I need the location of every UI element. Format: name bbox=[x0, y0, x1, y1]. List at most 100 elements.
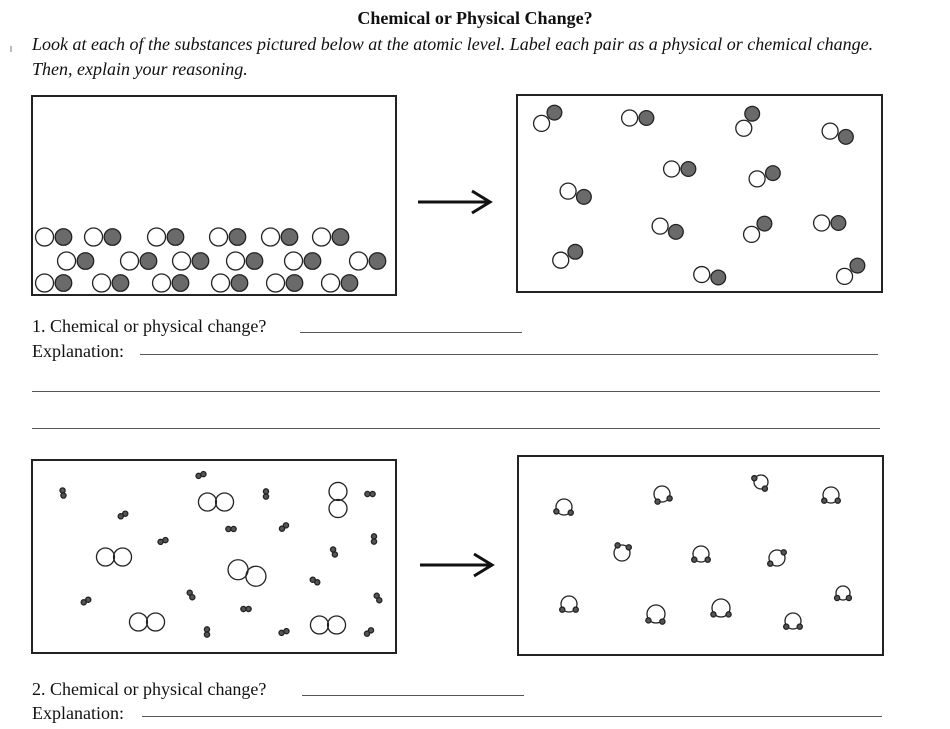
pair2-before-molecules bbox=[59, 470, 383, 638]
small-atom bbox=[751, 474, 758, 482]
margin-mark bbox=[10, 46, 12, 52]
pair2-before-box bbox=[31, 459, 397, 654]
white-atom bbox=[320, 273, 341, 293]
question1-explanation-line-1[interactable] bbox=[140, 354, 878, 355]
small-atom bbox=[645, 617, 652, 624]
white-atom bbox=[748, 170, 766, 188]
small-atom bbox=[767, 560, 774, 567]
white-atom bbox=[835, 267, 854, 286]
white-atom bbox=[328, 498, 348, 519]
white-atom bbox=[328, 481, 348, 502]
small-atom bbox=[614, 542, 621, 549]
pair1-after-molecules bbox=[532, 104, 866, 286]
white-atom bbox=[208, 227, 229, 247]
white-atom bbox=[711, 598, 731, 618]
worksheet-title: Chemical or Physical Change? bbox=[357, 8, 593, 28]
white-atom bbox=[227, 559, 249, 581]
white-atom bbox=[753, 474, 769, 490]
small-atom bbox=[162, 536, 169, 544]
dark-atom bbox=[830, 214, 847, 232]
small-atom bbox=[240, 605, 247, 613]
small-atom bbox=[796, 623, 803, 630]
white-atom bbox=[311, 227, 332, 247]
white-atom bbox=[214, 492, 235, 512]
white-atom bbox=[34, 273, 55, 293]
small-atom bbox=[783, 623, 790, 630]
small-atom bbox=[691, 556, 698, 563]
dark-atom bbox=[230, 274, 249, 292]
pair1-after-box bbox=[516, 94, 883, 293]
dark-atom bbox=[667, 223, 684, 240]
question1-answer-line[interactable] bbox=[300, 332, 522, 333]
small-atom bbox=[230, 525, 237, 533]
small-atom bbox=[834, 497, 841, 504]
white-atom bbox=[145, 612, 166, 632]
small-atom bbox=[725, 611, 732, 618]
small-atom bbox=[659, 618, 666, 625]
small-atom bbox=[367, 627, 375, 634]
dark-atom bbox=[303, 252, 322, 270]
small-atom bbox=[370, 533, 378, 540]
small-atom bbox=[821, 497, 828, 504]
small-atom bbox=[262, 488, 270, 495]
dark-atom bbox=[567, 243, 584, 260]
small-atom bbox=[376, 597, 383, 604]
dark-atom bbox=[54, 228, 73, 246]
small-atom bbox=[845, 594, 853, 602]
pair1-before-box bbox=[31, 95, 397, 296]
small-atom bbox=[780, 549, 787, 556]
white-atom bbox=[812, 214, 831, 232]
small-atom bbox=[278, 525, 286, 532]
question2-explanation-line-1[interactable] bbox=[142, 716, 882, 717]
dark-atom bbox=[837, 128, 854, 145]
white-atom bbox=[552, 251, 570, 269]
small-atom bbox=[704, 556, 711, 563]
dark-atom bbox=[340, 274, 359, 292]
small-atom bbox=[369, 490, 376, 498]
white-atom bbox=[56, 251, 77, 271]
white-atom bbox=[197, 492, 218, 512]
dark-atom bbox=[228, 228, 247, 246]
small-atom bbox=[189, 594, 196, 601]
small-atom bbox=[85, 596, 92, 603]
small-atom bbox=[559, 606, 566, 613]
white-atom bbox=[146, 227, 167, 247]
white-atom bbox=[326, 615, 347, 635]
white-atom bbox=[348, 251, 369, 271]
question1-prompt: 1. Chemical or physical change? bbox=[32, 316, 267, 336]
question1-explanation-line-3[interactable] bbox=[32, 428, 880, 429]
dark-atom bbox=[331, 228, 350, 246]
small-atom bbox=[363, 630, 371, 637]
white-atom bbox=[742, 225, 761, 244]
question1-explanation-line-2[interactable] bbox=[32, 391, 880, 392]
white-atom bbox=[559, 182, 577, 200]
small-atom bbox=[553, 508, 560, 515]
dark-atom bbox=[280, 228, 299, 246]
dark-atom bbox=[245, 252, 264, 270]
white-atom bbox=[693, 265, 711, 284]
small-atom bbox=[245, 605, 252, 613]
small-atom bbox=[710, 611, 717, 618]
small-atom bbox=[654, 498, 661, 505]
white-atom bbox=[613, 544, 631, 562]
question2-explanation-label: Explanation: bbox=[32, 703, 124, 723]
worksheet-instructions: Look at each of the substances pictured … bbox=[32, 34, 874, 79]
small-atom bbox=[225, 525, 232, 533]
small-atom bbox=[761, 485, 769, 492]
dark-atom bbox=[638, 109, 655, 127]
small-atom bbox=[283, 627, 290, 635]
dark-atom bbox=[166, 228, 185, 246]
dark-atom bbox=[764, 165, 781, 182]
white-atom bbox=[265, 273, 286, 293]
pair1-arrow-icon bbox=[418, 189, 493, 215]
dark-atom bbox=[368, 252, 387, 270]
white-atom bbox=[225, 251, 246, 271]
small-atom bbox=[262, 493, 270, 500]
dark-atom bbox=[285, 274, 304, 292]
white-atom bbox=[662, 160, 681, 178]
small-atom bbox=[364, 490, 371, 498]
white-atom bbox=[245, 565, 267, 587]
pair1-before-molecules bbox=[34, 227, 387, 293]
white-atom bbox=[283, 251, 304, 271]
question2-answer-line[interactable] bbox=[302, 695, 524, 696]
